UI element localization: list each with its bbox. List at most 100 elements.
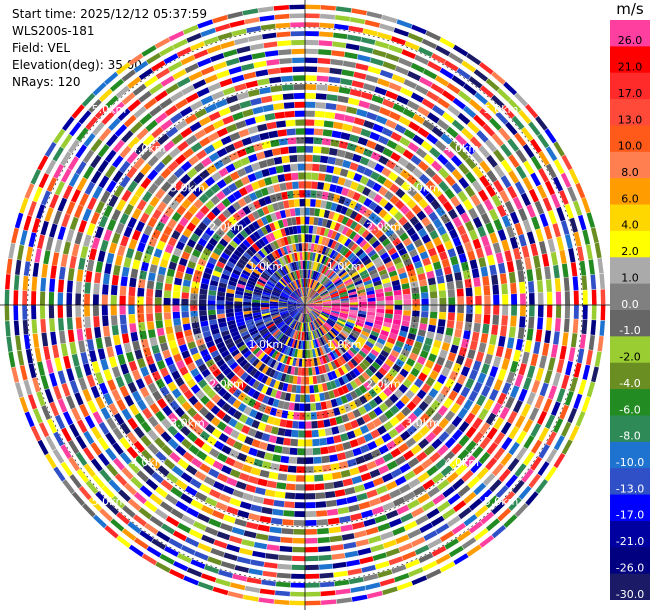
range-ring-label: 4.0km: [131, 142, 166, 155]
velocity-gate: [316, 510, 328, 517]
velocity-gate: [484, 305, 491, 315]
velocity-gate: [440, 133, 453, 145]
velocity-gate: [331, 130, 342, 139]
range-ring-label: 1.0km: [249, 338, 284, 351]
velocity-gate: [206, 44, 222, 54]
velocity-gate: [439, 297, 447, 305]
velocity-gate: [114, 124, 128, 137]
velocity-gate: [236, 368, 245, 378]
velocity-gate: [232, 399, 242, 409]
velocity-gate: [106, 417, 117, 431]
velocity-gate: [233, 460, 244, 470]
velocity-gate: [335, 104, 347, 112]
velocity-gate: [305, 367, 309, 376]
velocity-gate: [389, 405, 400, 415]
velocity-gate: [75, 281, 82, 294]
velocity-gate: [452, 263, 461, 274]
velocity-gate: [372, 477, 385, 487]
velocity-gate: [314, 253, 319, 262]
velocity-gate: [168, 340, 177, 349]
velocity-gate: [473, 114, 486, 128]
velocity-gate: [216, 127, 229, 138]
velocity-gate: [444, 437, 456, 449]
velocity-gate: [86, 259, 95, 272]
velocity-gate: [500, 421, 512, 435]
velocity-gate: [234, 301, 243, 305]
velocity-gate: [352, 521, 365, 530]
velocity-gate: [90, 170, 102, 184]
velocity-gate: [144, 500, 158, 513]
velocity-gate: [194, 129, 207, 140]
velocity-gate: [268, 253, 276, 262]
velocity-gate: [483, 398, 494, 411]
velocity-gate: [294, 321, 299, 330]
velocity-gate: [272, 290, 281, 296]
velocity-gate: [277, 201, 285, 210]
velocity-gate: [301, 287, 304, 297]
velocity-gate: [534, 395, 545, 409]
velocity-gate: [255, 321, 264, 327]
velocity-gate: [437, 479, 450, 491]
velocity-gate: [409, 275, 418, 283]
colorbar-tick-label: -13.0: [616, 482, 644, 495]
velocity-gate: [134, 185, 146, 198]
velocity-gate: [170, 90, 184, 102]
velocity-gate: [133, 171, 145, 184]
velocity-gate: [276, 362, 283, 371]
velocity-gate: [60, 134, 73, 149]
velocity-gate: [365, 368, 374, 378]
velocity-gate: [497, 229, 507, 241]
velocity-gate: [187, 407, 198, 418]
velocity-gate: [156, 530, 171, 543]
velocity-gate: [176, 46, 192, 58]
velocity-gate: [379, 69, 394, 79]
velocity-gate: [401, 320, 410, 327]
velocity-gate: [396, 19, 413, 29]
velocity-gate: [398, 542, 413, 553]
velocity-gate: [371, 506, 385, 515]
velocity-gate: [312, 225, 318, 235]
velocity-gate: [559, 249, 567, 264]
velocity-gate: [310, 290, 317, 298]
velocity-gate: [171, 133, 184, 145]
velocity-gate: [367, 590, 383, 599]
velocity-gate: [128, 296, 135, 305]
velocity-gate: [294, 348, 298, 358]
velocity-gate: [356, 108, 368, 118]
velocity-gate: [591, 289, 597, 305]
velocity-gate: [262, 104, 274, 112]
velocity-gate: [384, 202, 394, 212]
velocity-gate: [95, 337, 104, 350]
velocity-gate: [83, 133, 96, 147]
velocity-gate: [330, 240, 337, 249]
velocity-gate: [192, 352, 202, 362]
velocity-gate: [556, 388, 566, 403]
velocity-gate: [481, 363, 490, 375]
velocity-gate: [305, 48, 318, 55]
velocity-gate: [402, 363, 413, 373]
velocity-gate: [175, 377, 185, 387]
velocity-gate: [293, 529, 305, 535]
velocity-gate: [457, 305, 464, 314]
velocity-gate: [242, 8, 259, 16]
velocity-gate: [444, 60, 459, 72]
velocity-gate: [500, 175, 512, 189]
velocity-gate: [105, 447, 117, 461]
velocity-gate: [485, 222, 495, 234]
velocity-gate: [269, 263, 277, 272]
velocity-gate: [323, 345, 330, 354]
velocity-gate: [398, 330, 408, 338]
velocity-gate: [423, 153, 435, 165]
velocity-gate: [188, 204, 199, 215]
velocity-gate: [121, 130, 134, 143]
velocity-gate: [243, 350, 252, 359]
velocity-gate: [493, 179, 504, 193]
range-ring: [193, 193, 417, 417]
velocity-gate: [163, 374, 173, 385]
velocity-gate: [97, 250, 106, 263]
velocity-gate: [406, 227, 416, 237]
velocity-gate: [559, 345, 567, 360]
velocity-gate: [352, 408, 362, 418]
velocity-gate: [352, 447, 362, 457]
velocity-gate: [435, 333, 444, 342]
